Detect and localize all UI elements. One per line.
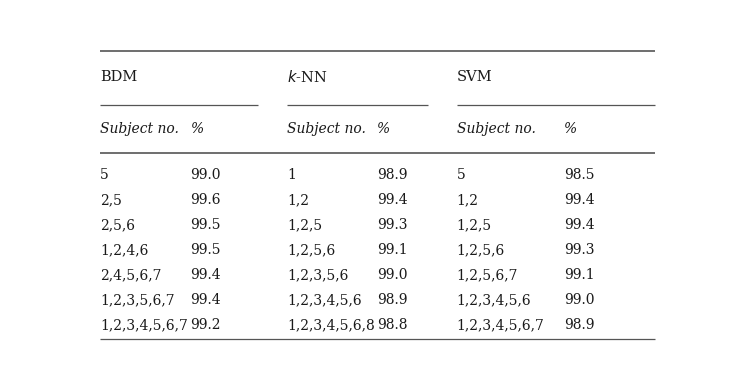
- Text: 2,5: 2,5: [100, 193, 122, 207]
- Text: 99.3: 99.3: [377, 218, 408, 232]
- Text: 99.1: 99.1: [564, 268, 595, 282]
- Text: $k$-NN: $k$-NN: [287, 69, 327, 85]
- Text: Subject no.: Subject no.: [100, 122, 179, 136]
- Text: 1,2,3,4,5,6,7: 1,2,3,4,5,6,7: [457, 318, 545, 333]
- Text: 99.0: 99.0: [191, 168, 221, 182]
- Text: 1,2: 1,2: [287, 193, 308, 207]
- Text: 2,5,6: 2,5,6: [100, 218, 135, 232]
- Text: 1,2,4,6: 1,2,4,6: [100, 243, 148, 257]
- Text: 99.5: 99.5: [191, 243, 221, 257]
- Text: 98.5: 98.5: [564, 168, 595, 182]
- Text: 99.1: 99.1: [377, 243, 408, 257]
- Text: 5: 5: [457, 168, 466, 182]
- Text: 99.6: 99.6: [191, 193, 221, 207]
- Text: %: %: [377, 122, 390, 136]
- Text: Subject no.: Subject no.: [287, 122, 366, 136]
- Text: SVM: SVM: [457, 70, 493, 84]
- Text: 1,2: 1,2: [457, 193, 479, 207]
- Text: 99.4: 99.4: [564, 193, 595, 207]
- Text: 99.4: 99.4: [191, 293, 221, 307]
- Text: 1,2,3,4,5,6,8: 1,2,3,4,5,6,8: [287, 318, 374, 333]
- Text: 1,2,3,5,6: 1,2,3,5,6: [287, 268, 348, 282]
- Text: 1,2,5: 1,2,5: [287, 218, 322, 232]
- Text: BDM: BDM: [100, 70, 137, 84]
- Text: 99.4: 99.4: [564, 218, 595, 232]
- Text: 98.8: 98.8: [377, 318, 408, 333]
- Text: 98.9: 98.9: [377, 293, 408, 307]
- Text: 1,2,3,4,5,6,7: 1,2,3,4,5,6,7: [100, 318, 188, 333]
- Text: 99.4: 99.4: [191, 268, 221, 282]
- Text: 1,2,3,4,5,6: 1,2,3,4,5,6: [457, 293, 531, 307]
- Text: 1,2,5,6: 1,2,5,6: [457, 243, 505, 257]
- Text: 1: 1: [287, 168, 296, 182]
- Text: 1,2,3,5,6,7: 1,2,3,5,6,7: [100, 293, 175, 307]
- Text: %: %: [564, 122, 577, 136]
- Text: %: %: [191, 122, 204, 136]
- Text: 99.5: 99.5: [191, 218, 221, 232]
- Text: 1,2,5,6: 1,2,5,6: [287, 243, 335, 257]
- Text: 1,2,3,4,5,6: 1,2,3,4,5,6: [287, 293, 361, 307]
- Text: 99.0: 99.0: [564, 293, 595, 307]
- Text: 99.0: 99.0: [377, 268, 408, 282]
- Text: 99.3: 99.3: [564, 243, 595, 257]
- Text: 98.9: 98.9: [564, 318, 595, 333]
- Text: Subject no.: Subject no.: [457, 122, 536, 136]
- Text: 5: 5: [100, 168, 109, 182]
- Text: 1,2,5: 1,2,5: [457, 218, 492, 232]
- Text: 1,2,5,6,7: 1,2,5,6,7: [457, 268, 518, 282]
- Text: 99.4: 99.4: [377, 193, 408, 207]
- Text: 98.9: 98.9: [377, 168, 408, 182]
- Text: 99.2: 99.2: [191, 318, 221, 333]
- Text: 2,4,5,6,7: 2,4,5,6,7: [100, 268, 162, 282]
